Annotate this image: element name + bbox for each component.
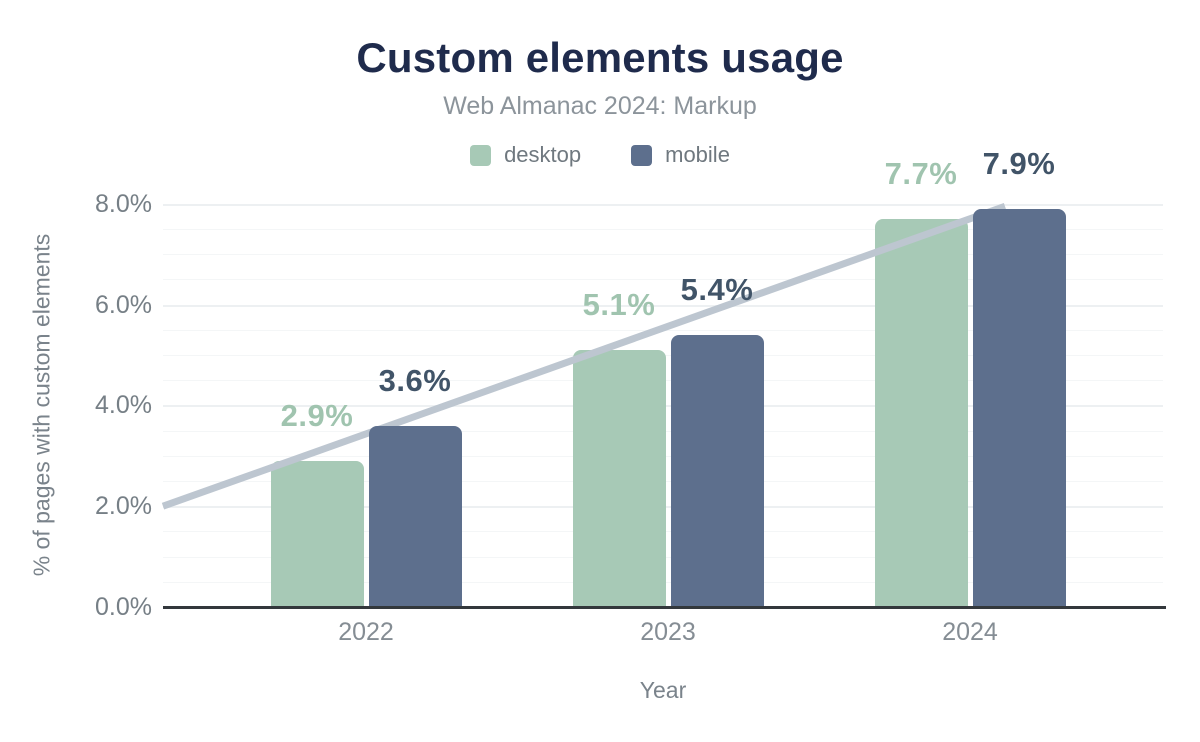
bar-mobile-2022: [368, 425, 462, 607]
legend-item-desktop: desktop: [470, 142, 581, 168]
value-label-mobile-2023: 5.4%: [680, 271, 754, 307]
value-label-desktop-2023: 5.1%: [582, 287, 656, 322]
x-tick-label-2022: 2022: [338, 618, 394, 646]
bar-desktop-2024: [874, 218, 968, 607]
y-tick-label: 2.0%: [95, 492, 152, 521]
legend-swatch-desktop-icon: [470, 144, 492, 166]
legend-item-mobile: mobile: [631, 142, 730, 168]
value-label-desktop-2024: 7.7%: [884, 155, 958, 191]
page-title: Custom elements usage: [356, 34, 844, 81]
value-label-mobile-2022: 3.6%: [378, 362, 452, 398]
legend-label-desktop: desktop: [504, 142, 582, 167]
y-tick-label: 8.0%: [95, 189, 152, 218]
gridline: [163, 304, 1163, 307]
legend: desktop mobile: [0, 142, 1200, 168]
x-axis-line: [163, 606, 1166, 609]
y-tick-label: 4.0%: [95, 391, 152, 420]
bar-mobile-2024: [972, 208, 1066, 607]
gridline: [163, 203, 1163, 206]
page-subtitle: Web Almanac 2024: Markup: [443, 92, 757, 120]
bar-desktop-2022: [270, 460, 364, 607]
bar-mobile-2023: [670, 334, 764, 607]
x-tick-label-2023: 2023: [640, 618, 696, 646]
legend-label-mobile: mobile: [665, 142, 730, 167]
y-tick-label: 6.0%: [95, 290, 152, 319]
x-axis-title: Year: [639, 677, 687, 703]
value-label-desktop-2022: 2.9%: [280, 397, 354, 433]
y-tick-label: 0.0%: [95, 593, 152, 621]
gridline: [163, 229, 1163, 230]
gridline: [163, 279, 1163, 281]
value-label-mobile-2024: 7.9%: [982, 145, 1056, 181]
bar-desktop-2023: [572, 350, 666, 607]
gridline: [163, 254, 1163, 256]
x-tick-label-2024: 2024: [942, 618, 998, 646]
legend-swatch-mobile-icon: [631, 144, 653, 166]
